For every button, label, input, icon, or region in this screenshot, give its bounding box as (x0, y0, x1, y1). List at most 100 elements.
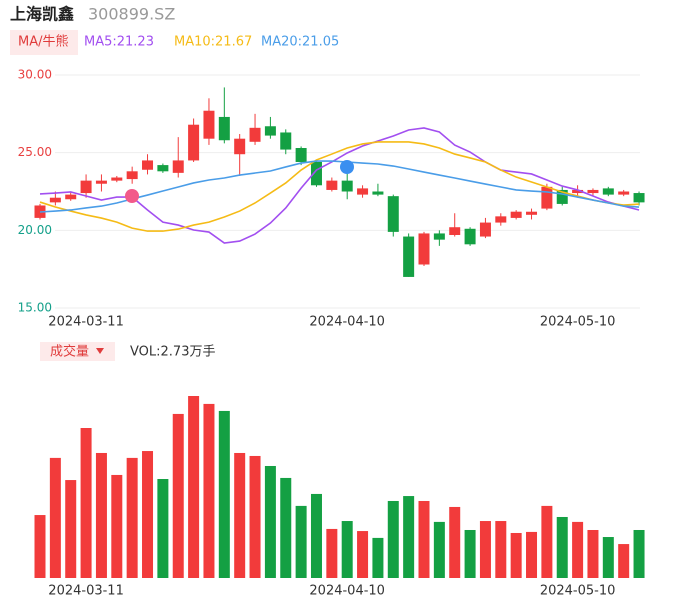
candle-body (65, 194, 77, 200)
bull-marker (125, 189, 139, 203)
candle-body (310, 161, 322, 186)
volume-bar (464, 529, 476, 578)
candle-body (111, 177, 123, 181)
candle-body (541, 186, 553, 209)
volume-bar (510, 532, 522, 578)
volume-bar (418, 500, 430, 578)
volume-button[interactable]: 成交量 (50, 344, 89, 360)
volume-bar (556, 516, 568, 578)
volume-bar (495, 521, 507, 578)
candle-body (157, 165, 169, 172)
candle-body (249, 127, 261, 142)
volume-bar (249, 455, 261, 578)
volume-bar (587, 529, 599, 578)
legend-entry: MA20:21.05 (261, 35, 339, 50)
volume-bar (526, 531, 538, 578)
volume-bar (295, 505, 307, 578)
volume-bar (341, 521, 353, 578)
stock-name: 上海凯鑫 (10, 5, 74, 24)
y-tick-label: 30.00 (18, 68, 52, 82)
volume-bar (387, 500, 399, 578)
candle-body (49, 197, 61, 203)
y-tick-label: 15.00 (18, 301, 52, 315)
x-tick-label: 2024-03-11 (48, 584, 124, 599)
volume-bar (49, 457, 61, 578)
volume-bar (65, 480, 77, 578)
bear-marker (340, 160, 354, 174)
volume-bar (602, 537, 614, 578)
x-tick-label: 2024-04-10 (309, 584, 385, 599)
ma-line (39, 141, 640, 232)
candle-body (572, 189, 584, 194)
ma-button[interactable]: MA/牛熊 (18, 34, 69, 50)
candle-body (449, 227, 461, 235)
candle-body (526, 211, 538, 215)
candle-body (633, 193, 645, 203)
volume-bar (157, 478, 169, 578)
dropdown-arrow[interactable] (96, 348, 104, 354)
volume-bar (188, 396, 200, 578)
legend-entry: MA5:21.23 (84, 35, 154, 50)
candle-body (234, 138, 246, 155)
candle-body (126, 171, 138, 180)
candle-body (203, 110, 215, 139)
volume-bar (203, 403, 215, 578)
volume-bar (34, 515, 46, 578)
candle-body (602, 188, 614, 195)
candle-body (341, 180, 353, 192)
volume-bar (572, 521, 584, 578)
volume-bar (449, 506, 461, 578)
x-tick-label: 2024-03-11 (48, 315, 124, 330)
volume-bar (633, 529, 645, 578)
candle-body (403, 236, 415, 277)
volume-bar (111, 474, 123, 578)
candle-body (464, 228, 476, 245)
candle-body (218, 116, 230, 141)
volume-bar (142, 451, 154, 578)
legend-entry: MA10:21.67 (174, 35, 252, 50)
candle-body (587, 189, 599, 194)
volume-bar (310, 493, 322, 578)
ma-line (39, 160, 640, 213)
candle-body (372, 191, 384, 195)
volume-bar (326, 528, 338, 578)
candle-body (433, 233, 445, 240)
volume-bar (357, 531, 369, 578)
ma-line (39, 127, 640, 244)
x-tick-label: 2024-04-10 (309, 315, 385, 330)
candle-body (495, 216, 507, 223)
candle-body (326, 180, 338, 190)
candle-body (556, 189, 568, 204)
x-tick-label: 2024-05-10 (540, 584, 616, 599)
candle-body (479, 222, 491, 237)
candle-body (295, 148, 307, 162)
volume-button-bg[interactable] (40, 342, 115, 361)
volume-bar (264, 465, 276, 578)
volume-bar (234, 452, 246, 578)
volume-bar (403, 496, 415, 578)
y-tick-label: 20.00 (18, 223, 52, 237)
volume-bar (541, 505, 553, 578)
x-tick-label: 2024-05-10 (540, 315, 616, 330)
candle-body (387, 196, 399, 232)
volume-bar (218, 410, 230, 578)
volume-bar (80, 428, 92, 578)
candle-body (357, 188, 369, 195)
candle-body (142, 160, 154, 170)
candle-body (418, 233, 430, 265)
volume-bar (618, 544, 630, 578)
volume-label: VOL:2.73万手 (130, 345, 215, 360)
volume-bar (95, 452, 107, 578)
candle-body (264, 126, 276, 136)
candle-body (280, 132, 292, 150)
ma-button-bg[interactable] (10, 30, 78, 55)
volume-bar (172, 413, 184, 578)
candle-body (618, 191, 630, 195)
candle-body (188, 124, 200, 161)
candle-body (172, 160, 184, 173)
volume-bar (479, 521, 491, 578)
volume-bar (433, 521, 445, 578)
volume-bar (280, 477, 292, 578)
stock-code: 300899.SZ (88, 5, 175, 24)
